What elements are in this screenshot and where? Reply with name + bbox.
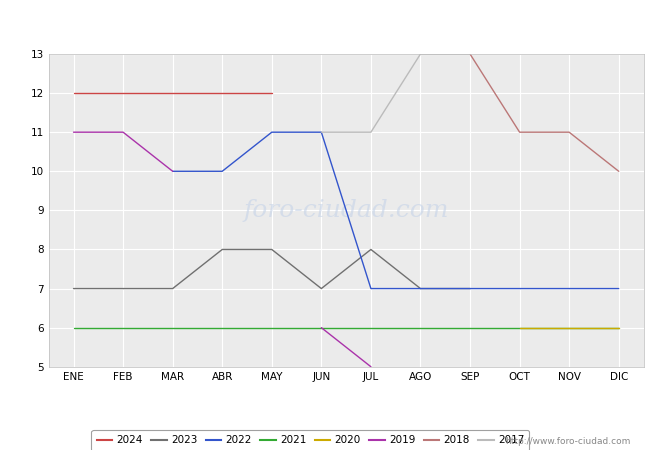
- Text: Afiliados en Melque de Cercos a 31/5/2024: Afiliados en Melque de Cercos a 31/5/202…: [153, 16, 497, 31]
- Text: foro-ciudad.com: foro-ciudad.com: [243, 199, 449, 222]
- Legend: 2024, 2023, 2022, 2021, 2020, 2019, 2018, 2017: 2024, 2023, 2022, 2021, 2020, 2019, 2018…: [92, 430, 529, 450]
- Text: http://www.foro-ciudad.com: http://www.foro-ciudad.com: [505, 436, 630, 446]
